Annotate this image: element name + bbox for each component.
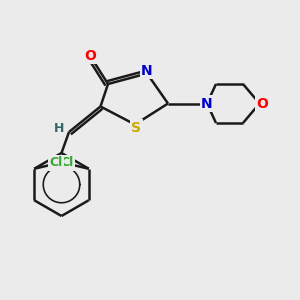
Text: S: S	[131, 121, 142, 134]
Text: O: O	[84, 49, 96, 62]
Text: N: N	[141, 64, 153, 77]
Text: O: O	[256, 97, 268, 110]
Text: H: H	[54, 122, 64, 135]
Text: Cl: Cl	[61, 156, 74, 169]
Text: N: N	[201, 97, 213, 110]
Text: Cl: Cl	[49, 156, 62, 169]
